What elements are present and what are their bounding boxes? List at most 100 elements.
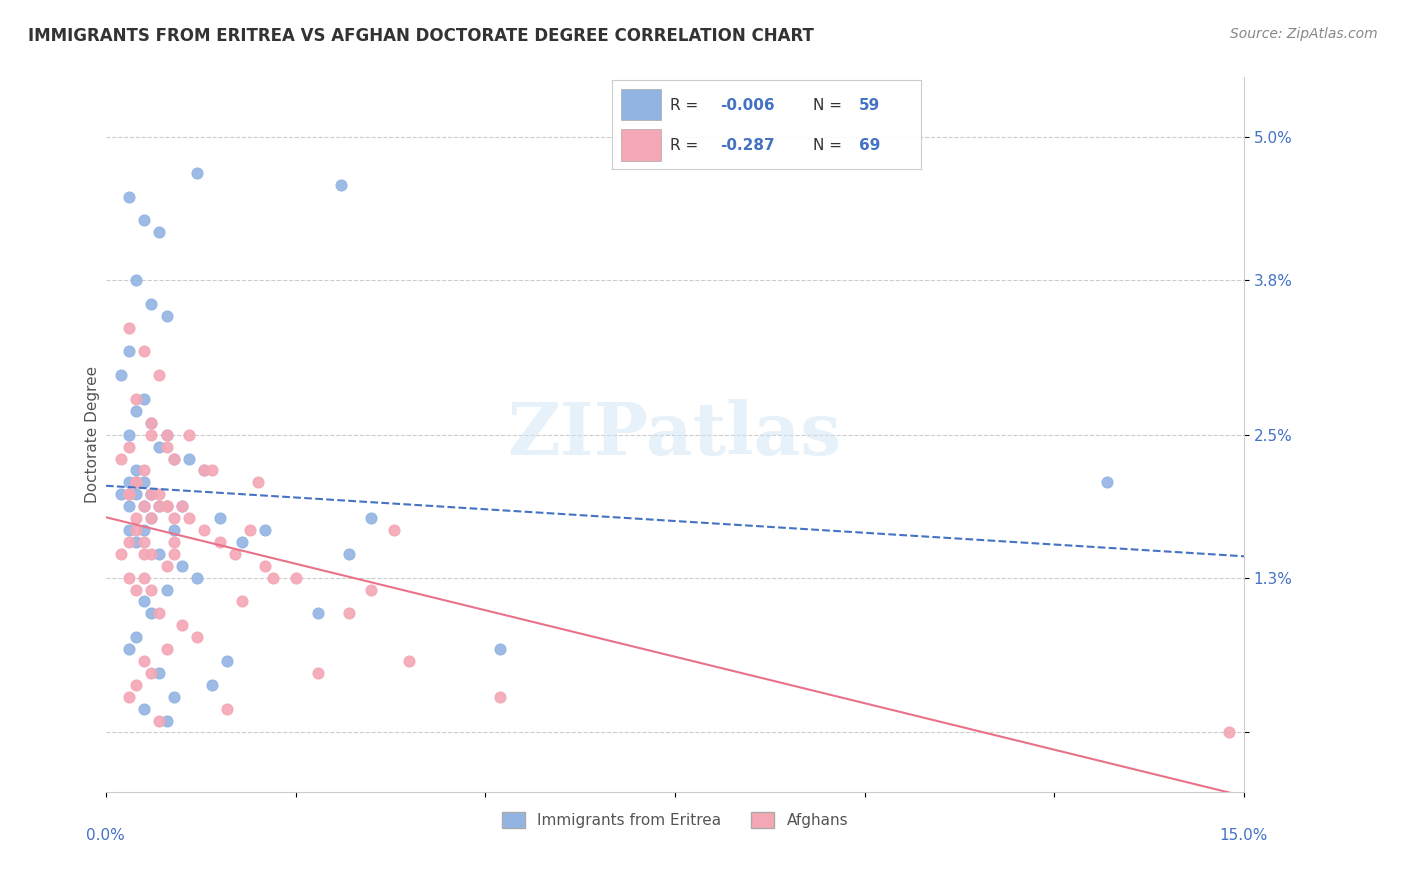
Point (132, 213, 155, 227)
Point (224, 547, 246, 561)
Point (110, 451, 132, 466)
Text: IMMIGRANTS FROM ERITREA VS AFGHAN DOCTORATE DEGREE CORRELATION CHART: IMMIGRANTS FROM ERITREA VS AFGHAN DOCTOR… (28, 27, 814, 45)
Point (163, 690, 186, 704)
Point (201, 678, 224, 692)
Point (193, 463, 215, 477)
Point (148, 368, 170, 383)
Point (262, 571, 284, 585)
Point (186, 571, 208, 585)
Point (163, 451, 186, 466)
Point (132, 547, 155, 561)
Point (141, 511, 163, 525)
Point (307, 665, 329, 680)
Point (125, 678, 148, 692)
Point (193, 523, 215, 537)
Point (337, 547, 360, 561)
Text: -0.287: -0.287 (720, 138, 775, 153)
Bar (621, 129, 661, 161)
Text: N =: N = (813, 138, 846, 153)
Point (117, 440, 139, 454)
Point (163, 523, 186, 537)
Point (132, 344, 155, 359)
Point (307, 607, 329, 621)
Point (117, 475, 139, 490)
Text: Source: ZipAtlas.com: Source: ZipAtlas.com (1230, 27, 1378, 41)
Point (337, 607, 360, 621)
Point (155, 309, 177, 323)
Point (382, 523, 405, 537)
Text: 59: 59 (859, 98, 880, 112)
Point (125, 475, 148, 490)
Point (186, 166, 208, 180)
Point (148, 607, 170, 621)
Point (117, 642, 139, 657)
Point (330, 178, 353, 192)
Point (117, 427, 139, 442)
Point (163, 451, 186, 466)
Point (141, 416, 163, 430)
Point (125, 523, 148, 537)
Y-axis label: Doctorate Degree: Doctorate Degree (86, 366, 100, 503)
Point (148, 499, 170, 513)
Point (186, 630, 208, 644)
Point (141, 427, 163, 442)
Point (117, 189, 139, 203)
Point (125, 511, 148, 525)
Point (141, 665, 163, 680)
Point (125, 273, 148, 287)
Point (163, 547, 186, 561)
Text: 0.0%: 0.0% (87, 828, 125, 843)
Bar (621, 89, 661, 120)
Point (1097, 475, 1119, 490)
Point (141, 416, 163, 430)
Point (141, 296, 163, 310)
Text: R =: R = (671, 98, 703, 112)
Point (254, 523, 277, 537)
Point (132, 392, 155, 406)
Point (231, 534, 253, 549)
Point (125, 392, 148, 406)
Legend: Immigrants from Eritrea, Afghans: Immigrants from Eritrea, Afghans (495, 806, 855, 834)
Point (148, 487, 170, 501)
Point (117, 534, 139, 549)
Text: 15.0%: 15.0% (1220, 828, 1268, 843)
Point (360, 511, 382, 525)
Point (155, 558, 177, 573)
Point (170, 499, 193, 513)
Point (148, 440, 170, 454)
Point (132, 523, 155, 537)
Point (217, 654, 239, 668)
Text: -0.006: -0.006 (720, 98, 775, 112)
Text: ZIPatlas: ZIPatlas (508, 400, 842, 470)
Point (132, 594, 155, 608)
Point (170, 499, 193, 513)
Point (1218, 725, 1240, 739)
Point (125, 487, 148, 501)
Point (217, 701, 239, 715)
Point (179, 427, 201, 442)
Point (141, 607, 163, 621)
Point (284, 571, 307, 585)
Point (208, 511, 231, 525)
Point (117, 320, 139, 334)
Point (155, 499, 177, 513)
Point (125, 630, 148, 644)
Point (148, 547, 170, 561)
Point (141, 487, 163, 501)
Point (117, 487, 139, 501)
Point (170, 618, 193, 632)
Point (132, 499, 155, 513)
Point (125, 534, 148, 549)
Point (179, 511, 201, 525)
Point (148, 499, 170, 513)
Point (155, 427, 177, 442)
Point (110, 547, 132, 561)
Point (155, 427, 177, 442)
Point (117, 499, 139, 513)
Point (132, 571, 155, 585)
Point (155, 582, 177, 597)
Point (132, 463, 155, 477)
Point (155, 642, 177, 657)
Point (117, 344, 139, 359)
Point (117, 571, 139, 585)
